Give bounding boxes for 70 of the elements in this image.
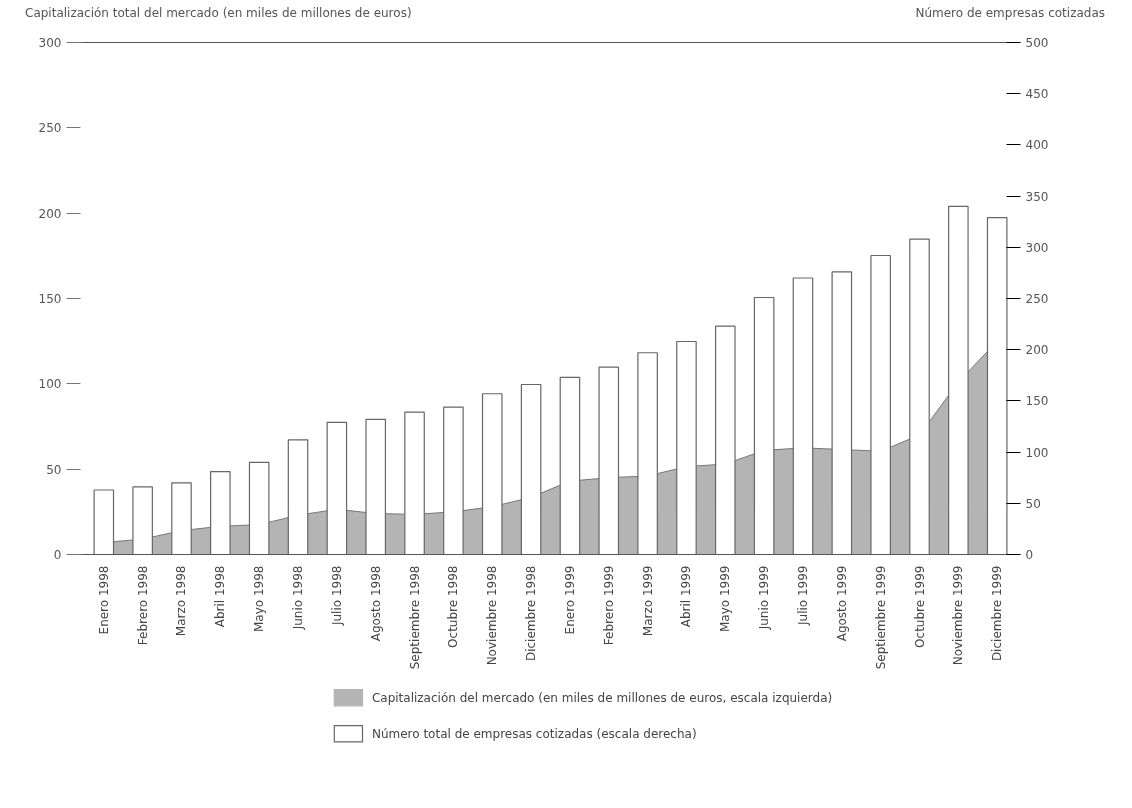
x-tick-label: Agosto 1999 xyxy=(834,565,849,642)
y2-tick-label: 300 xyxy=(1025,240,1049,255)
bar xyxy=(986,217,1008,555)
y-tick-label: 0 xyxy=(53,548,62,562)
x-tick-label: Julio 1998 xyxy=(329,565,344,627)
y-tick-label: 250 xyxy=(38,121,62,136)
x-tick-label: Enero 1998 xyxy=(96,565,111,635)
bar xyxy=(520,383,542,555)
x-tick-label: Marzo 1999 xyxy=(640,565,655,637)
x-tick-label: Septiembre 1998 xyxy=(407,565,422,670)
bar xyxy=(714,325,736,555)
y2-tick-label: 400 xyxy=(1025,138,1049,153)
bar xyxy=(287,439,309,555)
x-tick-label: Julio 1999 xyxy=(795,565,810,627)
y2-tick-label: 500 xyxy=(1025,36,1049,50)
x-tick-label: Enero 1999 xyxy=(562,565,577,635)
bar xyxy=(559,376,581,555)
y2-tick-label: 150 xyxy=(1025,394,1049,409)
x-tick-label: Mayo 1998 xyxy=(252,565,267,632)
y2-tick-label: 50 xyxy=(1025,496,1041,511)
y-tick-label: 100 xyxy=(38,377,62,392)
bar xyxy=(870,254,891,555)
bar xyxy=(637,352,658,555)
bar xyxy=(909,238,930,555)
legend-label: Capitalización del mercado (en miles de millones de euros, escala izquierda) xyxy=(371,690,833,705)
y-tick-label: 50 xyxy=(46,462,62,477)
y-axis-title: Capitalización total del mercado (en miles de millones de euros) xyxy=(25,5,412,22)
x-tick-label: Noviembre 1998 xyxy=(485,565,500,666)
bar xyxy=(948,205,969,555)
y2-axis-title: Número de empresas cotizadas xyxy=(915,5,1105,22)
bar xyxy=(598,366,620,555)
x-tick-label: Noviembre 1999 xyxy=(951,565,966,666)
bar xyxy=(676,340,697,555)
x-tick-label: Septiembre 1999 xyxy=(873,565,888,670)
x-tick-label: Marzo 1998 xyxy=(174,565,189,637)
bar xyxy=(831,271,853,555)
bar xyxy=(481,393,503,555)
x-tick-label: Diciembre 1999 xyxy=(990,565,1005,662)
bar xyxy=(132,486,153,555)
x-tick-label: Octubre 1999 xyxy=(912,565,927,648)
y2-tick-label: 250 xyxy=(1025,292,1049,306)
x-tick-label: Octubre 1998 xyxy=(446,565,461,648)
bar xyxy=(326,421,348,555)
y-tick-label: 300 xyxy=(38,36,62,50)
x-tick-label: Febrero 1999 xyxy=(601,565,616,646)
legend-label: Número total de empresas cotizadas (escala derecha) xyxy=(371,726,697,741)
bar xyxy=(792,277,814,555)
bar xyxy=(365,418,387,555)
y2-tick-label: 350 xyxy=(1025,189,1049,204)
x-tick-label: Abril 1998 xyxy=(213,565,228,628)
y2-tick-label: 100 xyxy=(1025,445,1049,460)
bar xyxy=(753,296,775,555)
x-tick-label: Febrero 1998 xyxy=(135,565,150,646)
x-tick-label: Mayo 1999 xyxy=(718,565,733,632)
y2-tick-label: 0 xyxy=(1025,548,1034,562)
y2-tick-label: 200 xyxy=(1025,343,1049,358)
x-tick-label: Abril 1999 xyxy=(679,565,694,628)
bar xyxy=(443,406,464,555)
bar xyxy=(248,461,270,555)
y-tick-label: 200 xyxy=(38,206,62,221)
x-tick-label: Agosto 1998 xyxy=(368,565,383,642)
x-tick-label: Diciembre 1998 xyxy=(524,565,539,662)
x-tick-label: Junio 1999 xyxy=(757,565,772,631)
bar xyxy=(210,470,231,555)
bar xyxy=(404,411,425,555)
y-tick-label: 150 xyxy=(38,292,62,306)
y2-tick-label: 450 xyxy=(1025,87,1049,102)
bar xyxy=(171,482,192,555)
bar xyxy=(93,489,115,555)
x-tick-label: Junio 1998 xyxy=(291,565,306,631)
